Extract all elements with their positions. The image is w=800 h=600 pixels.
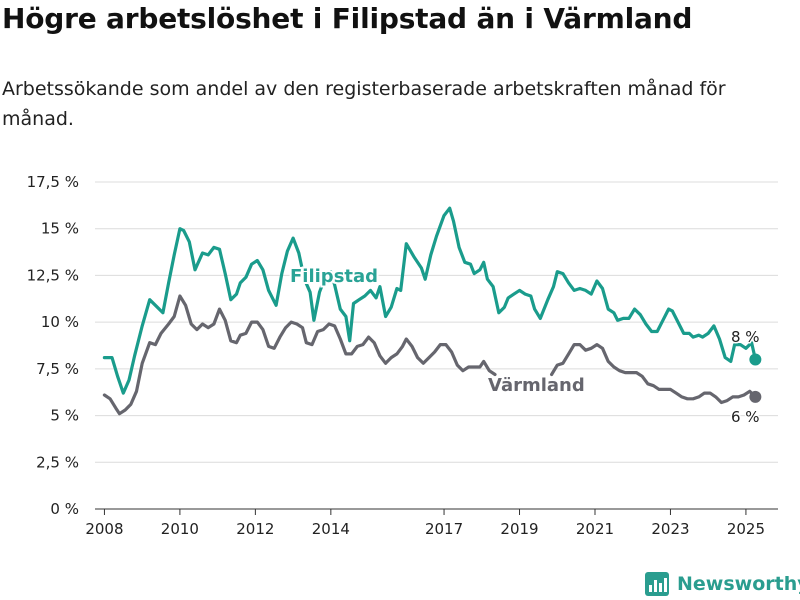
- newsworthy-logo: Newsworthy: [645, 570, 800, 598]
- series-labels: Filipstad 8 % Värmland 6 %: [288, 264, 761, 428]
- x-axis: 2008 2010 2012 2014 2017 2019 2021 2023 2025: [85, 508, 778, 538]
- end-value-label-filipstad: 8 %: [731, 328, 760, 346]
- y-tick-label: 17,5 %: [27, 173, 79, 191]
- chart-subtitle: Arbetssökande som andel av den registerb…: [2, 78, 726, 130]
- x-tick-label: 2014: [312, 520, 350, 538]
- y-tick-label: 7,5 %: [36, 360, 79, 378]
- end-value-label-varmland: 6 %: [731, 408, 760, 426]
- y-tick-label: 12,5 %: [27, 266, 79, 284]
- x-tick-label: 2010: [161, 520, 199, 538]
- x-tick-label: 2025: [727, 520, 765, 538]
- x-tick-label: 2008: [85, 520, 123, 538]
- y-tick-label: 5 %: [50, 407, 79, 425]
- line-chart: 0 % 2,5 % 5 % 7,5 % 10 % 12,5 % 15 % 17,5 % 200…: [27, 173, 778, 538]
- y-axis-ticks: 0 % 2,5 % 5 % 7,5 % 10 % 12,5 % 15 % 17,5 %: [27, 173, 79, 518]
- x-tick-label: 2019: [500, 520, 538, 538]
- y-tick-label: 10 %: [41, 313, 79, 331]
- gridlines: [95, 181, 778, 463]
- y-tick-label: 15 %: [41, 220, 79, 238]
- x-tick-label: 2021: [576, 520, 614, 538]
- y-tick-label: 0 %: [50, 500, 79, 518]
- chart-title: Högre arbetslöshet i Filipstad än i Värm…: [2, 2, 693, 35]
- series-lines: [102, 206, 762, 416]
- y-tick-label: 2,5 %: [36, 453, 79, 471]
- series-line-varmland: [102, 294, 757, 416]
- series-label-varmland: Värmland: [488, 375, 585, 396]
- series-label-filipstad: Filipstad: [290, 266, 378, 287]
- x-tick-label: 2017: [425, 520, 463, 538]
- end-point-varmland: [749, 390, 762, 403]
- series-line-filipstad: [102, 206, 757, 395]
- bar-chart-logo-icon: [645, 572, 669, 596]
- x-tick-label: 2023: [651, 520, 689, 538]
- end-point-filipstad: [749, 353, 762, 366]
- x-tick-label: 2012: [236, 520, 274, 538]
- brand-name: Newsworthy: [677, 573, 800, 595]
